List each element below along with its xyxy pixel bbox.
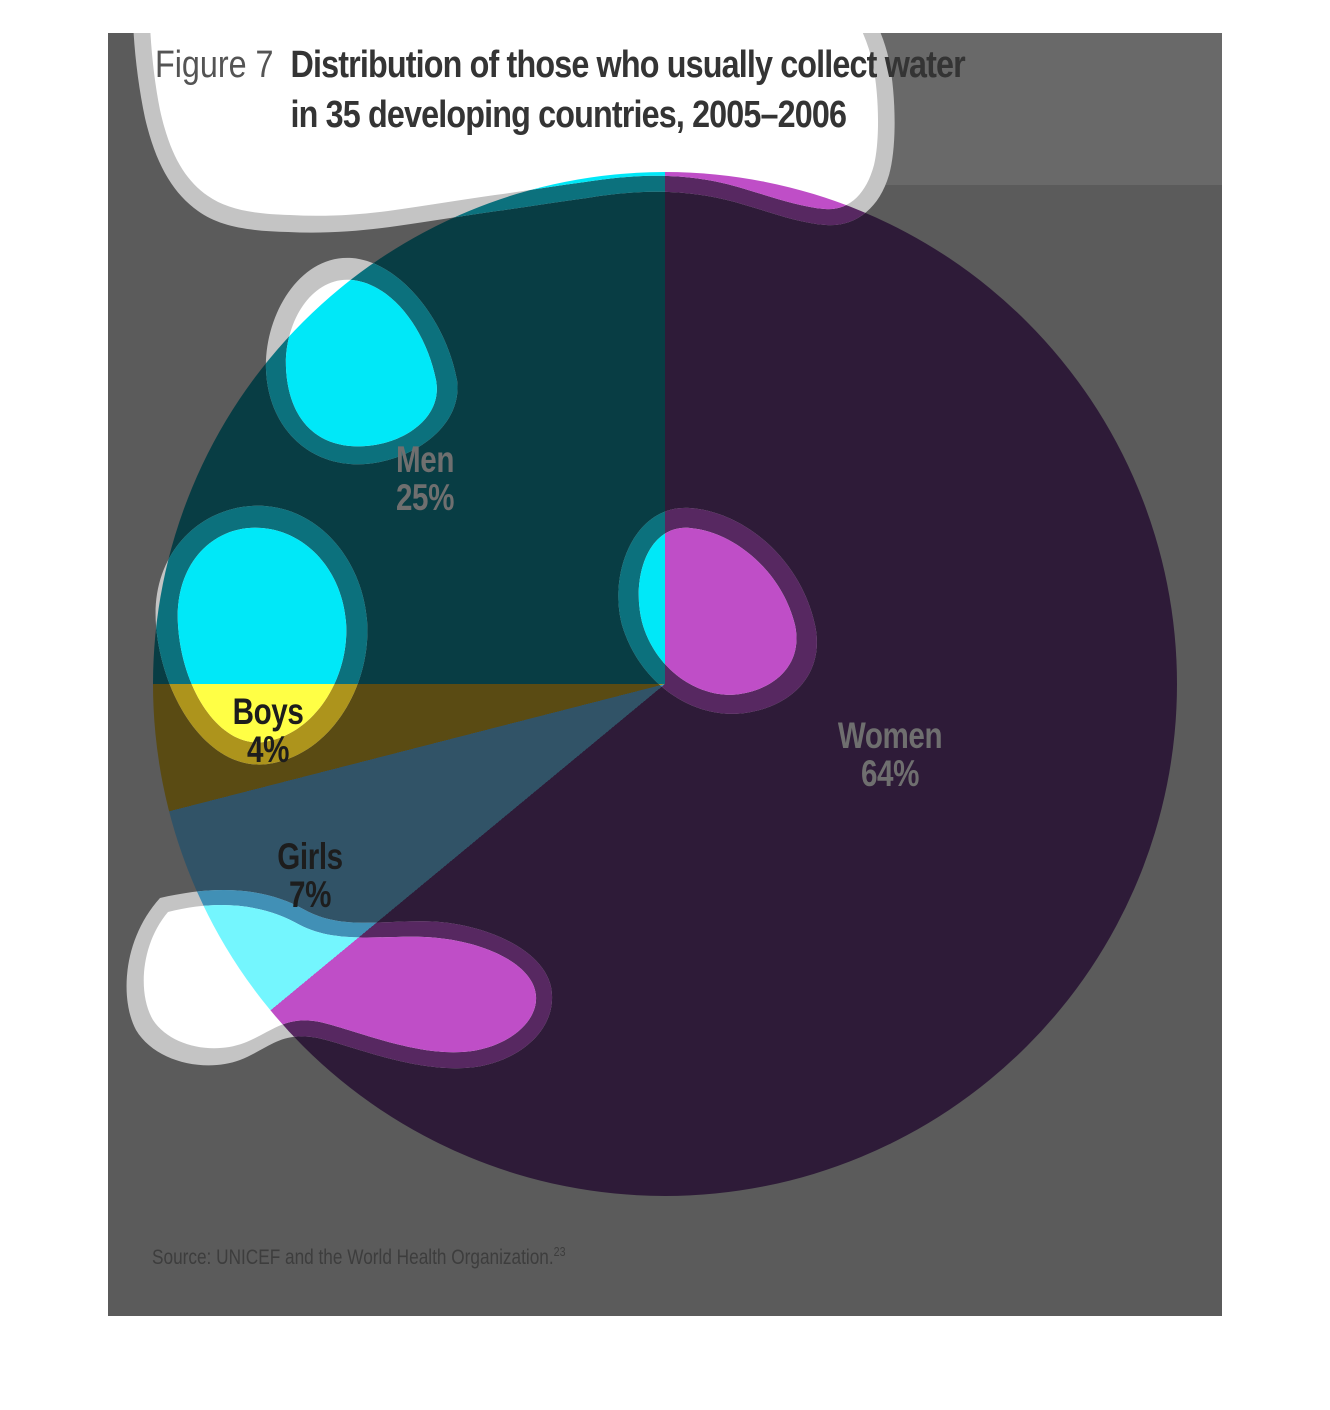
- slice-label-men: Men 25%: [396, 441, 454, 517]
- slice-name-boys: Boys: [232, 691, 304, 732]
- slice-label-women: Women 64%: [837, 715, 943, 794]
- slice-label-boys: Boys 4%: [233, 693, 304, 769]
- figure-title-line1: Distribution of those who usually collec…: [290, 44, 965, 86]
- slice-pct-men: 25%: [395, 477, 455, 518]
- figure-title: Distribution of those who usually collec…: [290, 40, 965, 140]
- figure-title-line2: in 35 developing countries, 2005–2006: [290, 94, 847, 136]
- slice-name-women: Women: [837, 715, 943, 756]
- slice-pct-girls: 7%: [289, 874, 331, 915]
- slice-name-men: Men: [396, 439, 454, 480]
- slice-pct-women: 64%: [860, 753, 920, 794]
- slice-pct-boys: 4%: [247, 729, 289, 770]
- source-text: Source: UNICEF and the World Health Orga…: [152, 1246, 554, 1269]
- source-note: Source: UNICEF and the World Health Orga…: [152, 1244, 566, 1270]
- footnote-marker: 23: [553, 1244, 566, 1259]
- slice-name-girls: Girls: [277, 836, 343, 877]
- chart-panel: Figure 7 Distribution of those who usual…: [108, 33, 1222, 1316]
- figure-title-block: Figure 7 Distribution of those who usual…: [155, 40, 966, 140]
- slice-label-girls: Girls 7%: [277, 836, 343, 915]
- figure-label: Figure 7: [155, 44, 274, 86]
- panel-content: Figure 7 Distribution of those who usual…: [108, 33, 1222, 1316]
